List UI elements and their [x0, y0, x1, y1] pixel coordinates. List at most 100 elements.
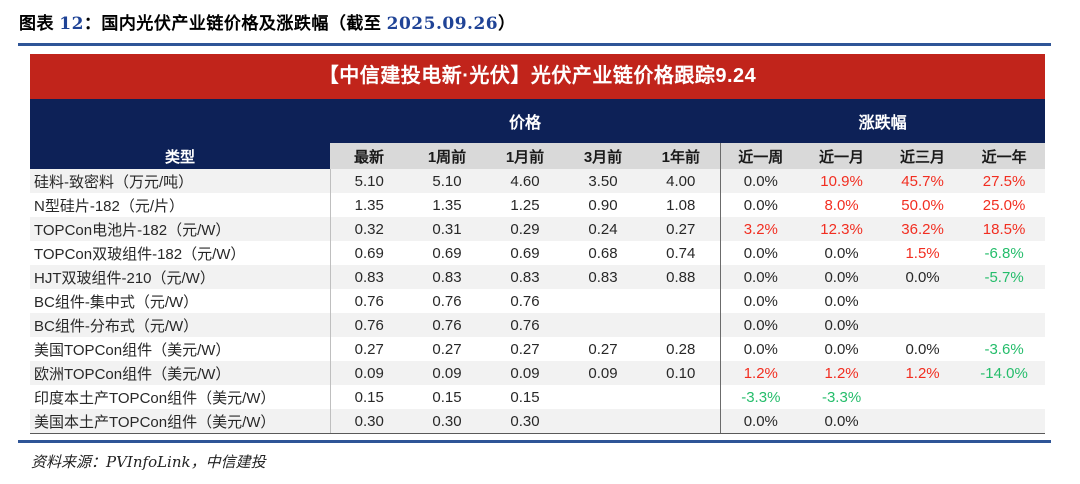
price-cell: 0.69	[432, 244, 462, 262]
change-cell: 1.2%	[720, 361, 802, 385]
column-header-chg-1y: 近一年	[963, 143, 1046, 169]
price-cell: 1.08	[642, 193, 721, 217]
price-cell: 0.27	[510, 340, 540, 358]
group-header-change: 涨跌幅	[720, 99, 1046, 143]
price-cell: 0.09	[330, 361, 408, 385]
row-label: 美国TOPCon组件（美元/W）	[30, 337, 331, 361]
price-cell: 0.09	[564, 361, 642, 385]
row-label: 硅料-致密料（万元/吨）	[30, 169, 331, 193]
price-cell: 0.15	[432, 388, 462, 406]
data-source-note: 资料来源：PVInfoLink，中信建投	[31, 453, 266, 471]
row-label: 美国本土产TOPCon组件（美元/W）	[30, 409, 331, 434]
change-cell: 8.0%	[824, 196, 859, 214]
price-cell: 0.68	[588, 244, 618, 262]
pv-price-table: 价格 涨跌幅 类型 最新 1周前 1月前 3月前 1年前 近一周 近一月 近三月…	[30, 99, 1046, 434]
column-header-1y-ago: 1年前	[642, 143, 721, 169]
price-cell: 0.83	[408, 265, 486, 289]
table-row: TOPCon电池片-182（元/W） 0.32 0.31 0.29 0.24 0.27 3.…	[30, 217, 1046, 241]
figure-cutoff-date: 2025.09.26	[386, 14, 499, 34]
price-cell: 5.10	[330, 169, 408, 193]
change-cell: 0.0%	[743, 196, 778, 214]
change-cell: 1.5%	[905, 244, 940, 262]
title-divider-line	[18, 43, 1051, 46]
column-header-row: 类型 最新 1周前 1月前 3月前 1年前 近一周 近一月 近三月 近一年	[30, 143, 1046, 169]
row-label: HJT双玻组件-210（元/W）	[30, 265, 331, 289]
change-cell: 36.2%	[882, 217, 964, 241]
figure-title-middle: ：国内光伏产业链价格及涨跌幅（截至	[83, 14, 387, 33]
change-cell: 0.0%	[743, 340, 778, 358]
change-cell: 0.0%	[720, 169, 802, 193]
row-label: TOPCon电池片-182（元/W）	[30, 217, 331, 241]
change-cell: 0.0%	[824, 292, 859, 310]
row-label: 印度本土产TOPCon组件（美元/W）	[30, 385, 331, 409]
change-cell: 0.0%	[801, 265, 883, 289]
change-cell: 0.0%	[720, 265, 802, 289]
price-cell: 0.27	[588, 340, 618, 358]
change-cell: 27.5%	[963, 169, 1046, 193]
change-cell: 25.0%	[982, 196, 1026, 214]
price-cell: 0.76	[432, 292, 462, 310]
price-cell: 0.69	[510, 244, 540, 262]
change-cell: 50.0%	[901, 196, 944, 214]
figure-title-prefix: 图表	[19, 14, 60, 33]
price-cell	[642, 313, 721, 337]
price-cell: 0.76	[354, 292, 384, 310]
price-cell: 0.74	[642, 241, 721, 265]
price-cell: 0.30	[408, 409, 486, 434]
change-cell: 3.2%	[720, 217, 802, 241]
change-cell: 0.0%	[824, 244, 859, 262]
price-cell: 1.35	[432, 196, 462, 214]
price-cell: 0.27	[354, 340, 384, 358]
change-cell	[882, 289, 963, 313]
change-cell	[882, 385, 963, 409]
change-cell: 0.0%	[801, 313, 883, 337]
table-banner: 【中信建投电新·光伏】光伏产业链价格跟踪9.24	[30, 54, 1045, 99]
column-header-type: 类型	[30, 143, 330, 169]
change-cell: 0.0%	[882, 265, 964, 289]
change-cell: 0.0%	[801, 409, 883, 434]
price-cell: 0.24	[564, 217, 642, 241]
column-header-chg-3m: 近三月	[882, 143, 964, 169]
table-row: HJT双玻组件-210（元/W） 0.83 0.83 0.83 0.83 0.88 0.0%…	[30, 265, 1046, 289]
price-cell	[642, 289, 721, 313]
price-cell: 0.09	[408, 361, 486, 385]
price-cell: 0.28	[642, 337, 721, 361]
change-cell: 12.3%	[801, 217, 883, 241]
price-cell: 0.90	[588, 196, 618, 214]
column-header-3m-ago: 3月前	[564, 143, 642, 169]
group-header-price: 价格	[330, 99, 721, 143]
price-cell: 0.15	[354, 388, 384, 406]
table-row: 欧洲TOPCon组件（美元/W） 0.09 0.09 0.09 0.09 0.10 1.2%…	[30, 361, 1046, 385]
change-cell: -6.8%	[984, 244, 1024, 262]
row-label: BC组件-分布式（元/W）	[30, 313, 331, 337]
price-cell	[564, 289, 642, 313]
price-cell: 0.32	[330, 217, 408, 241]
table-row: 硅料-致密料（万元/吨） 5.10 5.10 4.60 3.50 4.00 0.0% 10.9…	[30, 169, 1046, 193]
change-cell	[963, 409, 1046, 434]
group-header-row: 价格 涨跌幅	[30, 99, 1046, 143]
change-cell: 0.0%	[720, 313, 802, 337]
price-cell: 0.31	[408, 217, 486, 241]
price-cell	[642, 385, 721, 409]
price-cell: 0.10	[642, 361, 721, 385]
change-cell: 0.0%	[905, 340, 940, 358]
group-header-corner	[30, 99, 330, 143]
price-cell: 4.00	[642, 169, 721, 193]
table-row: TOPCon双玻组件-182（元/W） 0.69 0.69 0.69 0.68 0.74 0…	[30, 241, 1045, 265]
footer-divider-line	[18, 440, 1051, 443]
change-cell: -5.7%	[963, 265, 1046, 289]
price-cell: 0.15	[510, 388, 540, 406]
price-cell: 0.83	[330, 265, 408, 289]
price-cell: 0.76	[486, 313, 564, 337]
change-cell	[882, 409, 964, 434]
row-label: N型硅片-182（元/片）	[30, 193, 331, 217]
table-row: BC组件-分布式（元/W） 0.76 0.76 0.76 0.0% 0.0%	[30, 313, 1046, 337]
column-header-latest: 最新	[330, 143, 408, 169]
figure-number: 12	[59, 14, 84, 34]
column-header-1m-ago: 1月前	[486, 143, 564, 169]
price-cell: 0.83	[564, 265, 642, 289]
price-table-block: 【中信建投电新·光伏】光伏产业链价格跟踪9.24 价格 涨跌幅 类型 最新 1周…	[30, 54, 1046, 434]
price-cell: 1.25	[510, 196, 540, 214]
change-cell	[963, 289, 1045, 313]
change-cell: 45.7%	[882, 169, 964, 193]
